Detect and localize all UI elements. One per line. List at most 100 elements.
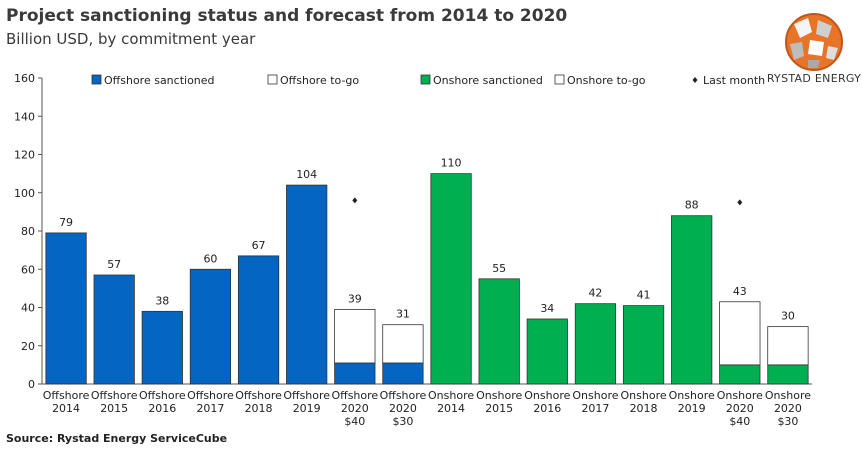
data-label: 42 bbox=[588, 287, 602, 300]
axes: 020406080100120140160Offshore2014Offshor… bbox=[14, 72, 812, 428]
bar bbox=[622, 305, 665, 385]
x-tick-label: Offshore bbox=[187, 389, 234, 402]
x-tick-label: 2017 bbox=[196, 402, 224, 415]
bar bbox=[189, 268, 232, 385]
data-label: 104 bbox=[296, 168, 317, 181]
data-label: 34 bbox=[540, 302, 554, 315]
legend-label: Onshore to-go bbox=[567, 74, 646, 87]
data-label: 41 bbox=[637, 289, 651, 302]
y-tick-label: 0 bbox=[28, 378, 35, 391]
x-tick-label: 2016 bbox=[148, 402, 176, 415]
x-tick-label: Onshore bbox=[669, 389, 715, 402]
x-tick-label: $30 bbox=[392, 415, 413, 428]
data-label: 57 bbox=[107, 258, 121, 271]
chart-subtitle: Billion USD, by commitment year bbox=[6, 30, 256, 48]
x-tick-label: 2018 bbox=[630, 402, 658, 415]
bar bbox=[430, 173, 472, 385]
x-tick-label: 2014 bbox=[52, 402, 80, 415]
data-label: 110 bbox=[441, 157, 462, 170]
x-tick-label: 2017 bbox=[581, 402, 609, 415]
y-tick-label: 140 bbox=[14, 110, 35, 123]
legend-swatch bbox=[267, 74, 278, 85]
data-label: 30 bbox=[781, 310, 795, 323]
bar bbox=[141, 310, 183, 385]
x-tick-label: 2020 bbox=[389, 402, 417, 415]
bar bbox=[574, 303, 617, 385]
y-tick-label: 120 bbox=[14, 149, 35, 162]
legend-swatch bbox=[554, 74, 565, 85]
x-tick-label: Onshore bbox=[524, 389, 570, 402]
legend-marker bbox=[692, 77, 698, 83]
y-tick-label: 100 bbox=[14, 187, 35, 200]
bar bbox=[767, 326, 809, 366]
bar bbox=[237, 255, 280, 385]
x-tick-label: 2014 bbox=[437, 402, 465, 415]
x-tick-label: Offshore bbox=[283, 389, 330, 402]
x-tick-label: 2020 bbox=[341, 402, 369, 415]
x-tick-label: 2018 bbox=[245, 402, 273, 415]
bar bbox=[382, 324, 424, 364]
x-tick-label: $30 bbox=[777, 415, 798, 428]
data-label: 55 bbox=[492, 262, 506, 275]
bars bbox=[45, 173, 809, 385]
y-tick-label: 20 bbox=[21, 340, 35, 353]
bar bbox=[671, 215, 713, 385]
x-tick-label: Offshore bbox=[139, 389, 186, 402]
x-tick-label: Offshore bbox=[235, 389, 282, 402]
x-tick-label: $40 bbox=[344, 415, 365, 428]
bar bbox=[719, 301, 761, 366]
legend: Offshore sanctioned Offshore to-go Onshore… bbox=[91, 74, 765, 87]
source-note: Source: Rystad Energy ServiceCube bbox=[6, 432, 228, 445]
y-tick-label: 40 bbox=[21, 302, 35, 315]
bar bbox=[93, 274, 135, 385]
legend-label: Onshore sanctioned bbox=[433, 74, 543, 87]
chart-title: Project sanctioning status and forecast … bbox=[6, 6, 568, 26]
x-tick-label: 2019 bbox=[678, 402, 706, 415]
legend-label: Offshore to-go bbox=[280, 74, 359, 87]
x-tick-label: Offshore bbox=[331, 389, 378, 402]
data-label: 38 bbox=[155, 294, 169, 307]
bar bbox=[719, 364, 761, 385]
x-tick-label: $40 bbox=[729, 415, 750, 428]
data-label: 88 bbox=[685, 199, 699, 212]
x-tick-label: 2015 bbox=[485, 402, 513, 415]
y-tick-label: 160 bbox=[14, 72, 35, 85]
x-tick-label: 2020 bbox=[774, 402, 802, 415]
y-tick-label: 80 bbox=[21, 225, 35, 238]
x-tick-label: Offshore bbox=[43, 389, 90, 402]
bar bbox=[286, 184, 328, 385]
data-label: 79 bbox=[59, 216, 73, 229]
legend-label: Offshore sanctioned bbox=[104, 74, 215, 87]
x-tick-label: Offshore bbox=[380, 389, 427, 402]
legend-label: Last month bbox=[703, 74, 765, 87]
x-tick-label: 2019 bbox=[293, 402, 321, 415]
x-tick-label: Onshore bbox=[428, 389, 474, 402]
x-tick-label: Onshore bbox=[476, 389, 522, 402]
logo-text: RYSTAD ENERGY bbox=[766, 72, 862, 85]
bar bbox=[334, 309, 376, 364]
data-label: 60 bbox=[203, 252, 217, 265]
legend-swatch bbox=[420, 74, 431, 85]
y-tick-label: 60 bbox=[21, 263, 35, 276]
x-tick-label: Onshore bbox=[765, 389, 811, 402]
bar bbox=[478, 278, 520, 385]
bar bbox=[526, 318, 568, 385]
data-label: 43 bbox=[733, 285, 747, 298]
x-tick-label: 2020 bbox=[726, 402, 754, 415]
legend-swatch bbox=[91, 74, 102, 85]
x-tick-label: Offshore bbox=[91, 389, 138, 402]
bar bbox=[767, 364, 809, 385]
bar bbox=[45, 232, 87, 385]
data-label: 67 bbox=[252, 239, 266, 252]
x-tick-label: Onshore bbox=[621, 389, 667, 402]
bar bbox=[334, 362, 376, 385]
x-tick-label: Onshore bbox=[717, 389, 763, 402]
x-tick-label: 2016 bbox=[533, 402, 561, 415]
last-month-marker bbox=[352, 197, 358, 204]
data-label: 39 bbox=[348, 292, 362, 305]
data-labels: 79 57 38 60 67 104 39 31 110 55 34 42 41 88 43 30 bbox=[59, 157, 795, 323]
bar bbox=[382, 362, 424, 385]
x-tick-label: Onshore bbox=[572, 389, 618, 402]
data-label: 31 bbox=[396, 308, 410, 321]
